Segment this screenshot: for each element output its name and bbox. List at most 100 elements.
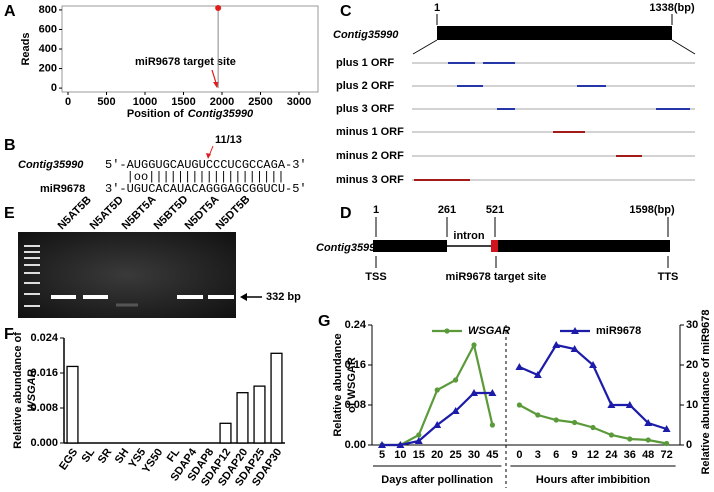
panel-label: A (4, 3, 16, 20)
position-label: 1598(bp) (629, 204, 675, 216)
arrow-head (206, 153, 211, 159)
sequence-name: Contig35990 (18, 159, 84, 171)
point (414, 437, 423, 444)
position-label: 1 (373, 204, 379, 216)
point (488, 389, 497, 396)
x-tick-label: 500 (97, 96, 115, 108)
plot-frame (61, 5, 319, 93)
bar (219, 422, 232, 444)
x-tick-label: 6 (553, 449, 559, 461)
bar (236, 392, 249, 444)
point (645, 437, 651, 443)
exon (498, 240, 670, 252)
point (416, 432, 422, 438)
point (570, 345, 579, 352)
x-tick-label: 1500 (171, 96, 195, 108)
x-tick-label: 5 (379, 449, 385, 461)
point (553, 417, 559, 423)
stem-head (215, 4, 222, 11)
exon (373, 240, 447, 252)
y-tick-label: 0.08 (345, 399, 366, 411)
point (644, 419, 653, 426)
point (590, 424, 596, 431)
y-tick-label: 0.24 (345, 319, 367, 331)
lane-label: N5AT5B (56, 194, 94, 232)
annotation: miR9678 target site (135, 56, 236, 68)
x-tick-label: EGS (57, 447, 80, 473)
point (396, 441, 405, 448)
panel-label: D (340, 205, 352, 222)
site-label: TTS (658, 271, 679, 283)
y-axis-title: Relative abundance of (12, 332, 24, 449)
x-tick-label: 2000 (210, 96, 234, 108)
point (516, 402, 523, 408)
x-axis-title-part: Position of (127, 108, 184, 120)
point (589, 361, 597, 368)
legend-label: miR9678 (596, 325, 641, 337)
y-tick-label: 600 (39, 23, 57, 35)
x-tick-label: 48 (642, 449, 654, 461)
contig-name: Contig35990 (333, 29, 399, 41)
orf-rows: plus 1 ORF plus 2 ORF plus 3 ORF minus 1… (336, 57, 695, 186)
lane-label: N5DT5B (214, 193, 253, 232)
series-line (518, 404, 667, 445)
position-arrows (375, 217, 669, 268)
x-tick-label: 2500 (248, 96, 272, 108)
x-tick-label: 36 (624, 449, 636, 461)
contig-box (437, 26, 672, 40)
x-tick-label: 9 (572, 449, 578, 461)
orf-label: plus 3 ORF (336, 103, 394, 115)
point (552, 341, 561, 348)
group-label: Hours after imbibition (536, 474, 651, 486)
x-axis-title: Position of Contig35990 (127, 108, 254, 120)
legend-label: WSGAR (468, 325, 510, 337)
panel-label: C (340, 3, 352, 20)
y-tick-label: 400 (39, 43, 57, 55)
y-tick-label: 0.008 (30, 402, 58, 414)
point (662, 425, 671, 432)
x-tick-label: SR (96, 446, 115, 465)
point (572, 419, 578, 426)
y2-tick-label: 10 (686, 399, 698, 411)
y-tick-label: 200 (39, 62, 57, 74)
arrow-head (213, 82, 219, 88)
x-tick-label: 3000 (287, 96, 311, 108)
intron-label: intron (453, 230, 484, 242)
legend-marker (571, 327, 579, 334)
y-tick-label: 0 (51, 82, 57, 94)
x-tick-label: 3 (535, 449, 541, 461)
y2-tick-label: 20 (686, 359, 698, 371)
x-tick-label: 0 (516, 449, 522, 461)
ladder (24, 245, 40, 307)
y-axis-title: Relative abundance (332, 333, 344, 436)
point (489, 422, 495, 428)
legend-marker (444, 328, 450, 334)
point (433, 421, 442, 428)
point (664, 440, 670, 447)
sequence-name: miR9678 (40, 183, 85, 195)
x-tick-label: SL (79, 446, 97, 465)
point (451, 407, 460, 414)
y-tick-label: 0.016 (30, 367, 58, 379)
point (627, 436, 633, 442)
band-size: 332 bp (266, 291, 301, 303)
orf-label: plus 2 ORF (336, 80, 394, 92)
orf-label: minus 3 ORF (336, 174, 404, 186)
point (471, 342, 477, 348)
contig-name: Contig35990 (316, 242, 382, 254)
x-tick-label: 24 (605, 449, 618, 461)
x-tick-label: 10 (394, 449, 406, 461)
y-tick-label: 0.00 (345, 439, 366, 451)
panel-label: F (4, 326, 14, 343)
point (434, 387, 440, 393)
lane-label: N5AT5D (88, 194, 126, 232)
site-label: TSS (365, 271, 386, 283)
point (515, 363, 524, 370)
site-label: miR9678 target site (446, 271, 547, 283)
pairing: |oo||||||||||||||||||| (127, 170, 285, 184)
group-label: Days after pollination (381, 474, 493, 486)
x-tick-label: 15 (413, 449, 425, 461)
bar (253, 385, 266, 444)
x-tick-label: 72 (660, 449, 672, 461)
